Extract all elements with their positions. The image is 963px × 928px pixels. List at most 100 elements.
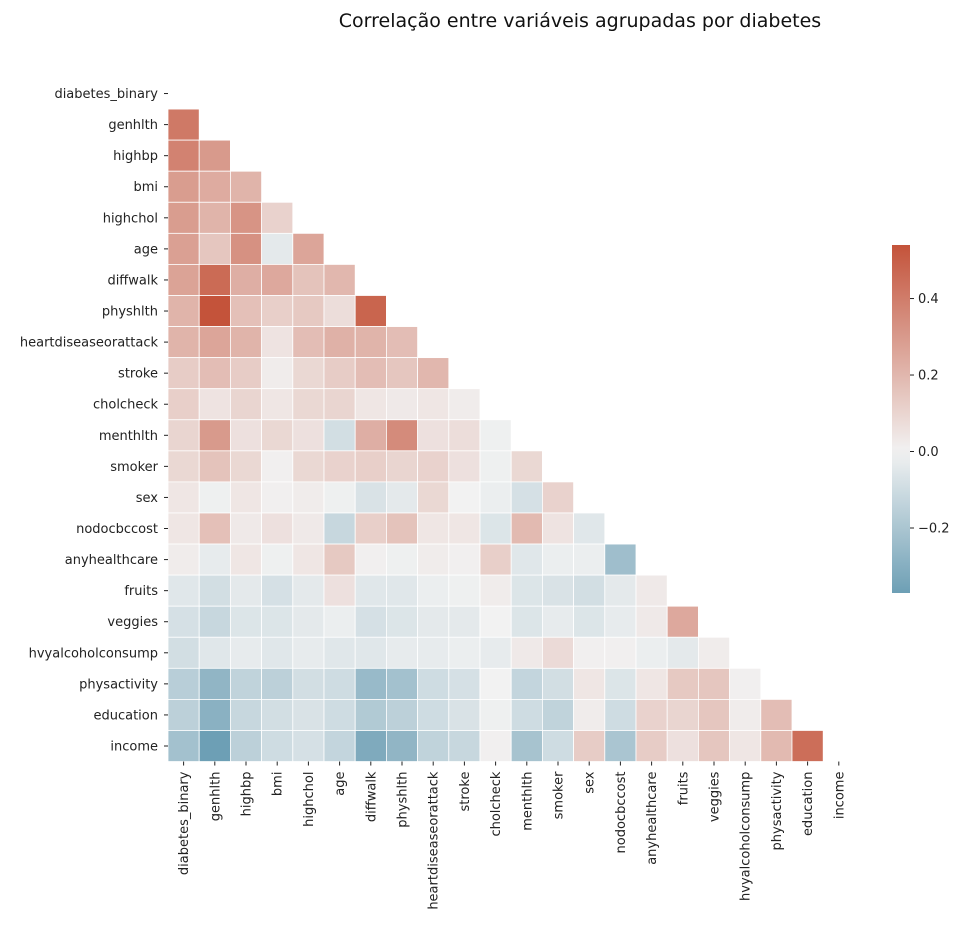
heatmap-cell-veggies-diabetes_binary [167,605,200,638]
x-tick-label-fruits: fruits [676,771,691,805]
heatmap-cell-smoker-bmi [261,450,294,483]
heatmap-cell-sex-highbp [229,481,262,514]
heatmap-cell-stroke-genhlth [198,357,231,390]
heatmap-cell-veggies-stroke [448,605,481,638]
heatmap-cell-physhlth-highbp [229,295,262,327]
heatmap-cell-cholcheck-bmi [261,388,294,421]
heatmap-cell-nodocbccost-highbp [229,512,262,545]
heatmap-cell-fruits-age [323,574,356,607]
y-tick-label-anyhealthcare: anyhealthcare [65,553,158,568]
heatmap-cell-income-veggies [698,730,731,762]
heatmap-cell-education-physhlth [385,699,418,731]
heatmap-cell-heartdiseaseorattack-diffwalk [354,326,387,359]
heatmap-cell-education-stroke [448,699,481,731]
heatmap-cell-stroke-physhlth [385,357,418,390]
heatmap-cell-anyhealthcare-genhlth [198,543,231,576]
heatmap-cell-physactivity-cholcheck [479,667,512,700]
heatmap-cell-anyhealthcare-heartdiseaseorattack [417,543,450,576]
heatmap-cell-menthlth-physhlth [385,419,418,452]
heatmap-cell-education-smoker [542,699,575,731]
y-tick-label-sex: sex [136,491,159,506]
heatmap-cell-income-highchol [292,730,325,762]
heatmap-cell-sex-diabetes_binary [167,481,200,514]
heatmap-cell-highchol-genhlth [198,201,231,234]
x-tick-label-sex: sex [583,771,598,794]
heatmap-cell-education-bmi [261,699,294,731]
heatmap-cell-fruits-menthlth [510,574,543,607]
heatmap-cell-highchol-diabetes_binary [167,201,200,234]
heatmap-cell-smoker-age [323,450,356,483]
heatmap-cell-nodocbccost-smoker [542,512,575,545]
heatmap-cell-education-menthlth [510,699,543,731]
heatmap-cell-bmi-genhlth [198,170,231,203]
heatmap-cell-education-physactivity [760,699,793,731]
heatmap-cell-fruits-highbp [229,574,262,607]
heatmap-cell-sex-smoker [542,481,575,514]
x-tick-label-age: age [333,772,348,796]
heatmap-cell-age-highchol [292,232,325,265]
x-tick-label-anyhealthcare: anyhealthcare [645,772,660,865]
heatmap-cell-education-highchol [292,699,325,731]
x-tick-label-bmi: bmi [271,772,286,797]
heatmap-cell-menthlth-cholcheck [479,419,512,452]
heatmap-cell-menthlth-genhlth [198,419,231,452]
heatmap-cell-veggies-anyhealthcare [635,605,668,638]
y-tick-label-highbp: highbp [113,149,158,164]
y-tick-label-heartdiseaseorattack: heartdiseaseorattack [20,336,159,351]
y-tick-label-education: education [93,708,158,723]
heatmap-cell-hvyalcoholconsump-highchol [292,636,325,669]
heatmap-cell-nodocbccost-age [323,512,356,545]
heatmap-cell-fruits-physhlth [385,574,418,607]
heatmap-cell-nodocbccost-physhlth [385,512,418,545]
heatmap-cell-cholcheck-stroke [448,388,481,421]
heatmap-cell-sex-age [323,481,356,514]
x-tick-label-diabetes_binary: diabetes_binary [177,771,192,875]
heatmap-cell-fruits-smoker [542,574,575,607]
heatmap-cell-highbp-diabetes_binary [167,139,200,172]
heatmap-cell-sex-heartdiseaseorattack [417,481,450,514]
heatmap-cell-veggies-menthlth [510,605,543,638]
heatmap-cell-sex-menthlth [510,481,543,514]
heatmap-cell-menthlth-stroke [448,419,481,452]
y-tick-label-genhlth: genhlth [108,118,158,133]
heatmap-cell-sex-genhlth [198,481,231,514]
heatmap-cell-highbp-genhlth [198,139,231,172]
heatmap-cell-income-highbp [229,730,262,762]
heatmap-cell-anyhealthcare-diffwalk [354,543,387,576]
y-tick-label-cholcheck: cholcheck [93,398,158,413]
heatmap-cell-hvyalcoholconsump-nodocbccost [604,636,637,669]
x-tick-label-menthlth: menthlth [520,772,535,831]
heatmap-cell-anyhealthcare-diabetes_binary [167,543,200,576]
heatmap-cell-age-genhlth [198,232,231,265]
heatmap-cell-physactivity-genhlth [198,667,231,700]
heatmap-cell-education-diabetes_binary [167,699,200,731]
colorbar-tick-label: 0.2 [918,369,939,384]
y-tick-label-diffwalk: diffwalk [107,273,158,288]
heatmap-cell-veggies-highbp [229,605,262,638]
heatmap-cell-diffwalk-bmi [261,264,294,296]
heatmap-cell-hvyalcoholconsump-anyhealthcare [635,636,668,669]
heatmap-cell-fruits-sex [573,574,606,607]
colorbar: −0.2 0.0 0.2 0.4 [892,245,950,593]
heatmap-cell-anyhealthcare-smoker [542,543,575,576]
heatmap-cell-physhlth-highchol [292,295,325,327]
heatmap-cell-physactivity-fruits [666,667,699,700]
heatmap-cell-veggies-heartdiseaseorattack [417,605,450,638]
heatmap-cell-nodocbccost-diabetes_binary [167,512,200,545]
heatmap-cell-income-heartdiseaseorattack [417,730,450,762]
heatmap-cell-smoker-menthlth [510,450,543,483]
heatmap-cell-fruits-anyhealthcare [635,574,668,607]
heatmap-cell-income-diabetes_binary [167,730,200,762]
heatmap-cell-stroke-diffwalk [354,357,387,390]
heatmap-cell-physactivity-diffwalk [354,667,387,700]
heatmap-cell-fruits-nodocbccost [604,574,637,607]
x-tick-labels: diabetes_binary genhlth highbp bmi highchol a… [177,761,847,910]
heatmap-cell-fruits-diabetes_binary [167,574,200,607]
heatmap-cell-hvyalcoholconsump-cholcheck [479,636,512,669]
heatmap-cell-smoker-cholcheck [479,450,512,483]
heatmap-cell-nodocbccost-diffwalk [354,512,387,545]
heatmap-cell-fruits-bmi [261,574,294,607]
heatmap-cell-income-genhlth [198,730,231,762]
x-tick-label-nodocbccost: nodocbccost [614,772,629,854]
heatmap-cell-anyhealthcare-physhlth [385,543,418,576]
